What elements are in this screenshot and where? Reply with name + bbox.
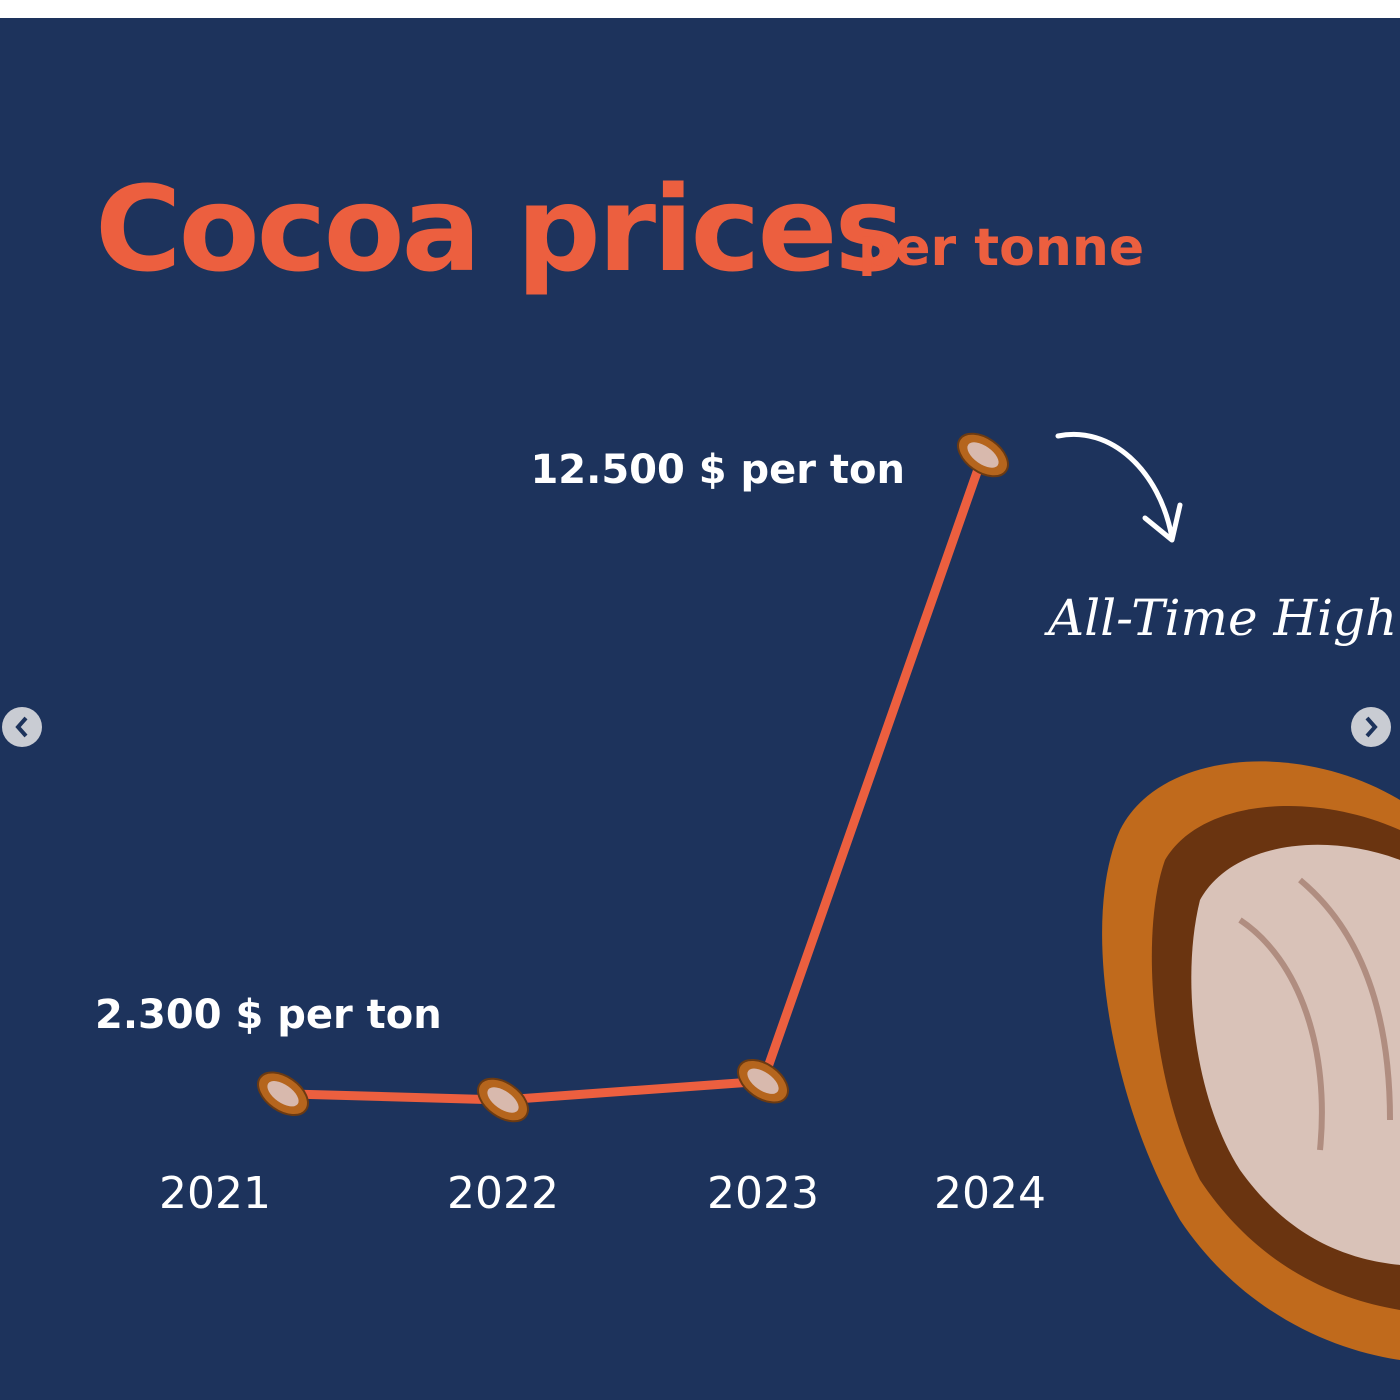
next-icon <box>1365 716 1378 738</box>
previous-button[interactable] <box>2 707 42 747</box>
bean-marker <box>477 1077 529 1123</box>
value-label: 2.300 $ per ton <box>95 992 442 1038</box>
bean-marker <box>257 1071 309 1116</box>
annotation-arrow <box>1055 431 1183 543</box>
bean-marker <box>957 432 1009 478</box>
bean-marker <box>737 1058 789 1104</box>
chart-title: Cocoa prices <box>95 160 902 298</box>
price-line <box>282 453 988 1105</box>
previous-icon <box>15 716 28 738</box>
value-label: 12.500 $ per ton <box>530 447 905 493</box>
bean-seed <box>267 1081 299 1107</box>
bean-seed <box>487 1087 519 1113</box>
annotation: All-Time High <box>1044 589 1397 647</box>
x-tick-label: 2021 <box>159 1168 271 1219</box>
next-button[interactable] <box>1351 707 1391 747</box>
x-tick-label: 2024 <box>934 1168 1046 1219</box>
bean-seed <box>747 1068 779 1094</box>
chart-subtitle: per tonne <box>858 218 1144 278</box>
x-tick-label: 2023 <box>707 1168 819 1219</box>
bean-seed <box>967 442 999 468</box>
x-tick-label: 2022 <box>447 1168 559 1219</box>
cocoa-pod <box>1102 761 1400 1360</box>
